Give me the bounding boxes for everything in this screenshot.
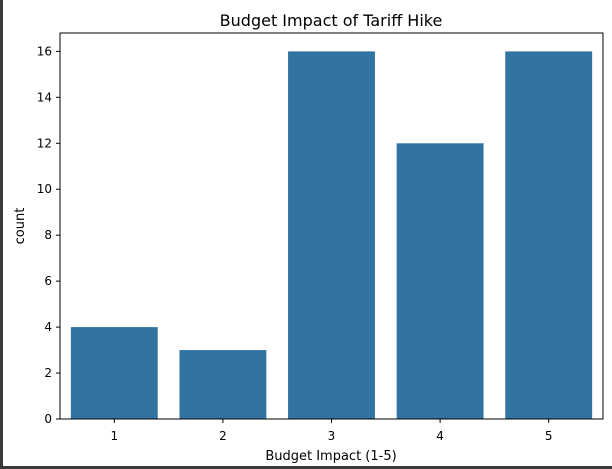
y-axis-title: count (13, 208, 28, 245)
x-tick-label: 1 (110, 429, 118, 443)
window-bottom-edge (0, 466, 612, 469)
x-tick-label: 2 (219, 429, 227, 443)
bars-group (70, 51, 593, 420)
x-axis: 1 2 3 4 5 (110, 419, 553, 443)
y-tick-label: 0 (44, 412, 52, 426)
y-axis: 0 2 4 6 8 10 12 14 16 (37, 44, 60, 426)
y-tick-label: 10 (37, 182, 52, 196)
y-tick-label: 4 (44, 320, 52, 334)
x-tick-label: 4 (436, 429, 444, 443)
y-tick-label: 2 (44, 366, 52, 380)
bar-1 (70, 327, 158, 419)
bar-3 (288, 51, 375, 419)
y-tick-label: 12 (37, 136, 52, 150)
bar-4 (396, 143, 484, 420)
plot-frame (59, 32, 604, 420)
x-tick-label: 5 (545, 429, 553, 443)
y-tick-label: 14 (37, 90, 52, 104)
x-tick-label: 3 (328, 429, 336, 443)
y-tick-label: 8 (44, 228, 52, 242)
x-axis-title: Budget Impact (1-5) (265, 449, 396, 464)
bar-2 (179, 350, 267, 419)
y-tick-label: 6 (44, 274, 52, 288)
chart-title: Budget Impact of Tariff Hike (220, 11, 443, 30)
y-tick-label: 16 (37, 44, 52, 58)
bar-5 (505, 51, 593, 419)
window-left-edge (0, 0, 3, 469)
